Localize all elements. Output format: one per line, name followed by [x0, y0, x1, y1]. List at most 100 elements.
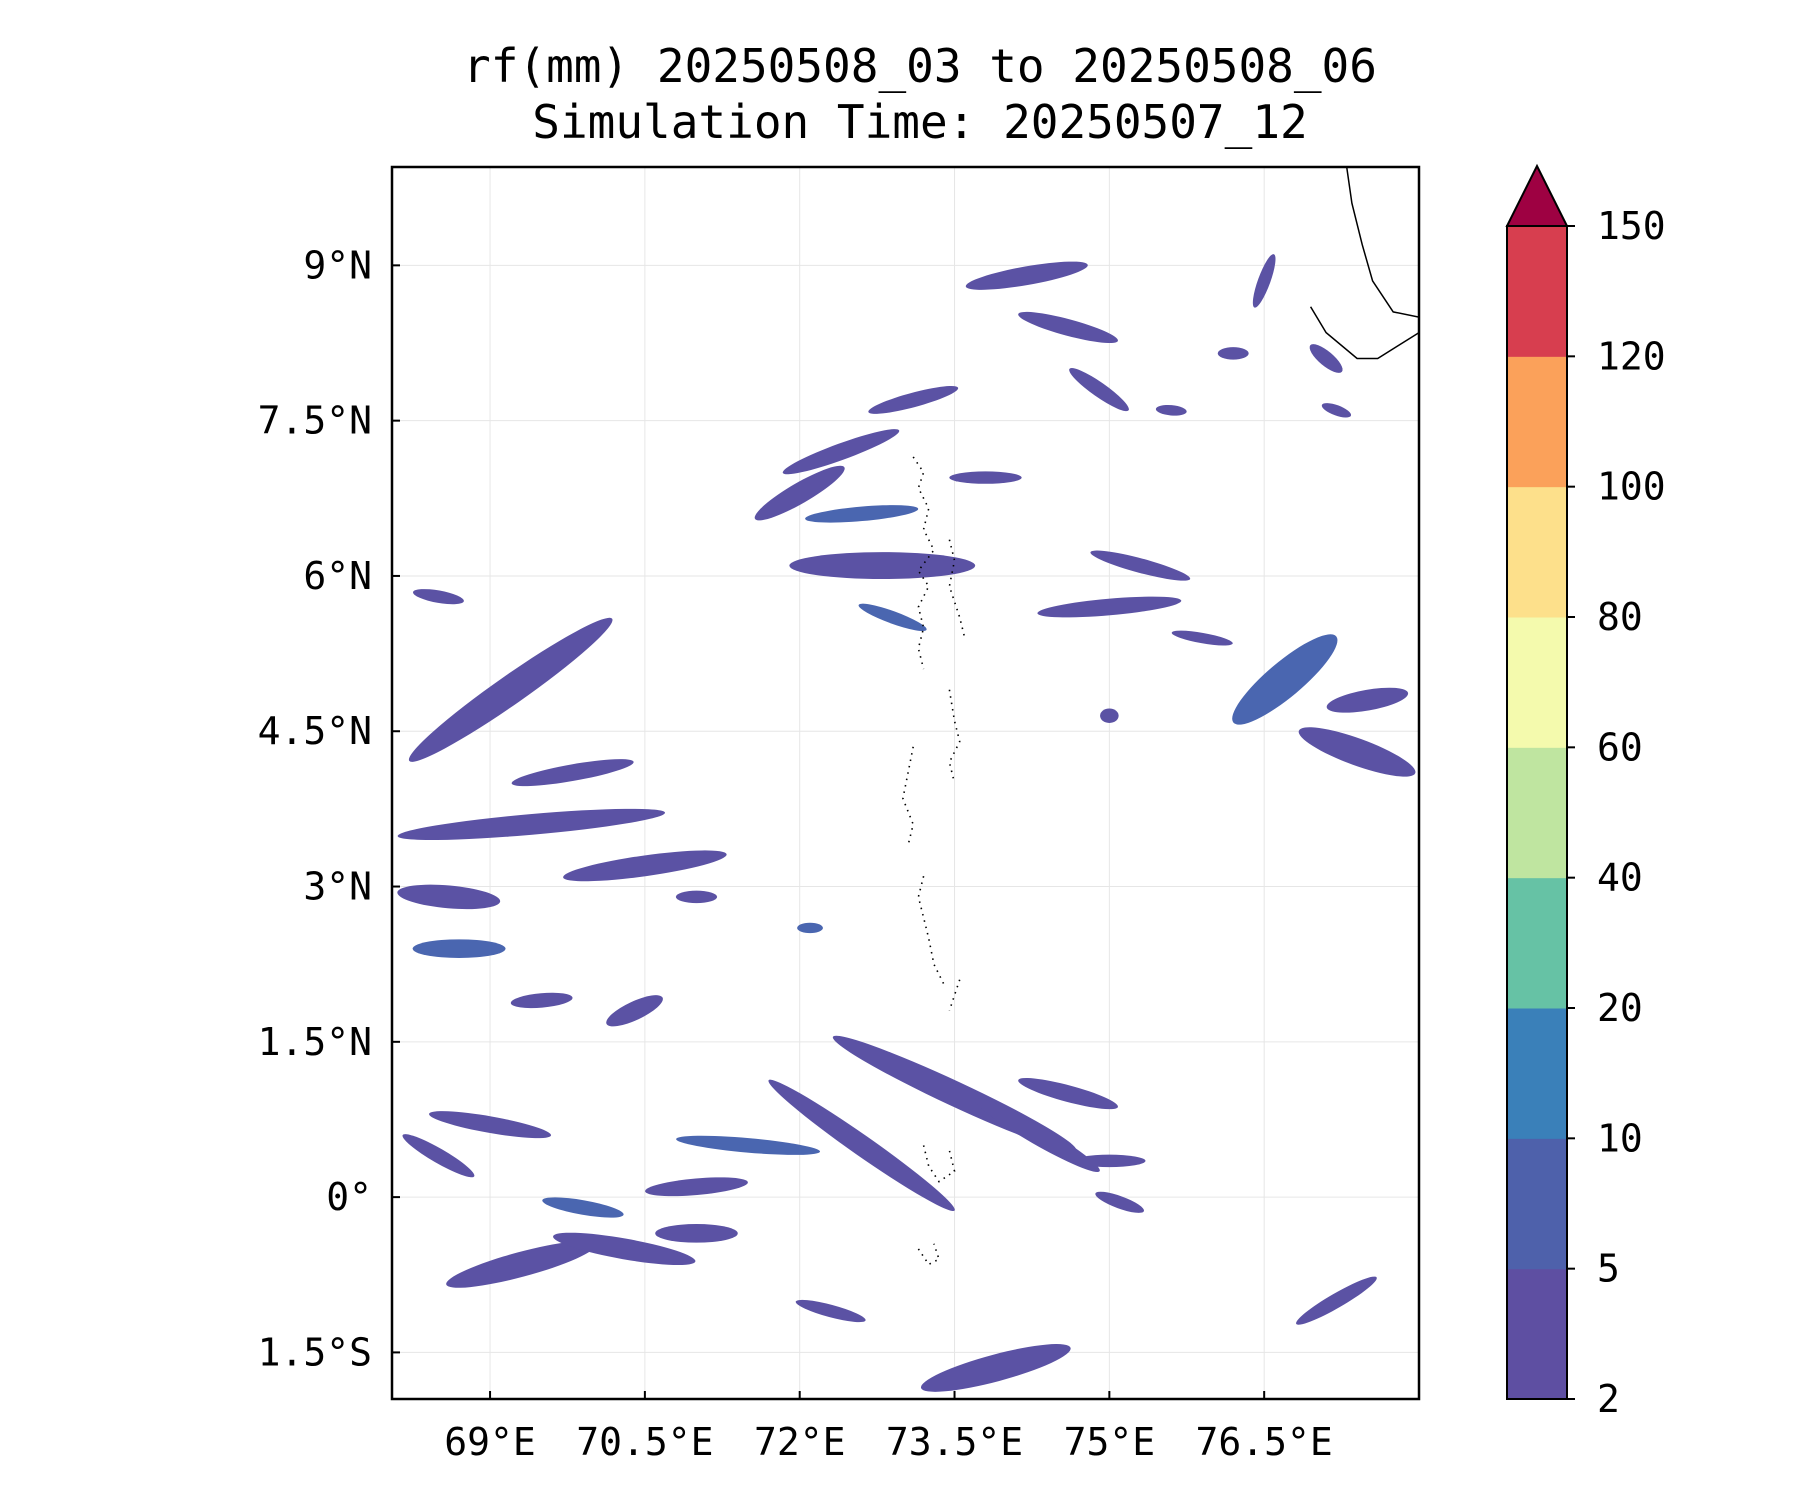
rain-patch	[1296, 1276, 1377, 1325]
colorbar-tick-label: 60	[1597, 725, 1643, 769]
title-line-2: Simulation Time: 20250507_12	[532, 95, 1307, 149]
rain-patch	[1321, 403, 1352, 418]
colorbar-bin	[1507, 486, 1567, 618]
rain-patch	[949, 471, 1022, 484]
atoll-outline	[948, 979, 961, 1012]
atoll-outline	[922, 1145, 956, 1183]
rain-patch	[1326, 687, 1409, 713]
colorbar-tick-label: 2	[1597, 1377, 1620, 1421]
y-tick-label: 7.5°N	[258, 399, 372, 443]
atoll-outline	[912, 456, 935, 670]
colorbar-bins	[1505, 163, 1569, 1400]
rain-patch	[1018, 311, 1118, 344]
colorbar-bin	[1507, 1268, 1567, 1400]
rain-patch	[805, 505, 919, 523]
rain-patch	[795, 1299, 866, 1323]
y-tick-label: 1.5°N	[258, 1020, 372, 1064]
map-panel: 69°E 70.5°E 72°E 73.5°E 75°E 76.5°E 9°N 7.5°N 6…	[258, 165, 1421, 1464]
rain-patch	[1095, 1191, 1145, 1213]
y-tick-label: 9°N	[303, 243, 372, 287]
rain-patch	[510, 992, 573, 1009]
gridlines	[392, 167, 1419, 1399]
atoll-outline	[948, 539, 966, 639]
rain-patch	[645, 1177, 748, 1197]
colorbar-tick-label: 10	[1597, 1116, 1643, 1160]
colorbar-bin	[1507, 617, 1567, 748]
colorbar-labels: 2 5 10 20 40 60 80 100 120 150	[1567, 204, 1666, 1421]
colorbar-bin	[1507, 356, 1567, 488]
y-tick-label: 4.5°N	[258, 709, 372, 753]
colorbar-tick-label: 150	[1597, 204, 1666, 248]
atoll-outline	[902, 746, 915, 846]
colorbar-bin	[1507, 226, 1567, 357]
coastlines	[902, 167, 1419, 1266]
x-tick-label: 76.5°E	[1196, 1420, 1333, 1464]
y-tick-label: 0°	[326, 1175, 372, 1219]
rain-patch	[655, 1224, 738, 1243]
rain-patch	[797, 922, 823, 934]
colorbar-bin	[1507, 1008, 1567, 1139]
rain-patch	[1037, 596, 1182, 618]
rain-patch	[402, 1134, 475, 1178]
rain-patch	[1069, 368, 1129, 412]
rain-patch	[1155, 404, 1187, 416]
rain-patch	[1217, 347, 1249, 360]
rain-patch	[429, 1111, 552, 1139]
colorbar-tick-label: 5	[1597, 1247, 1620, 1291]
colorbar-bin	[1507, 747, 1567, 879]
rain-patch	[920, 1344, 1071, 1392]
rain-patch	[782, 429, 900, 475]
rain-patch	[974, 1097, 1100, 1173]
rain-patch	[1232, 634, 1338, 725]
x-tick-label: 70.5°E	[576, 1420, 713, 1464]
rain-patch	[754, 465, 845, 521]
atoll-outline	[948, 689, 961, 784]
rain-patch	[858, 603, 927, 632]
rain-patch	[676, 1135, 821, 1155]
rain-patch	[868, 386, 959, 414]
x-tick-label: 69°E	[444, 1420, 536, 1464]
colorbar-bin	[1507, 1138, 1567, 1270]
map-background	[392, 167, 1419, 1399]
atoll-outline	[917, 876, 945, 986]
rain-patch	[446, 1241, 596, 1288]
rain-patch	[1073, 1154, 1146, 1168]
colorbar-tick-label: 100	[1597, 465, 1666, 509]
rain-patch	[1252, 254, 1276, 308]
title-line-1: rf(mm) 20250508_03 to 20250508_06	[463, 39, 1377, 93]
rain-patch	[553, 1232, 696, 1266]
rain-patch	[1171, 630, 1233, 646]
rainfall-field	[397, 254, 1416, 1392]
rain-patch	[675, 890, 718, 904]
rain-patch	[1090, 550, 1191, 581]
rain-patch	[511, 759, 634, 787]
x-tick-label: 73.5°E	[886, 1420, 1023, 1464]
colorbar: 2 5 10 20 40 60 80 100 120 150	[1505, 163, 1666, 1421]
rain-patch	[1298, 727, 1416, 777]
colorbar-frame	[1506, 225, 1568, 1400]
colorbar-extend-arrow	[1505, 163, 1569, 227]
x-tick-label: 72°E	[754, 1420, 846, 1464]
colorbar-tick-label: 80	[1597, 595, 1643, 639]
map-frame	[390, 165, 1421, 1401]
rain-patch	[413, 589, 464, 605]
rain-patch	[542, 1197, 624, 1218]
rain-patch	[408, 617, 613, 762]
y-tick-label: 1.5°S	[258, 1330, 372, 1374]
rain-patch	[768, 1079, 955, 1212]
rain-patch	[1100, 708, 1119, 723]
colorbar-tick-label: 40	[1597, 856, 1643, 900]
rain-patch	[606, 995, 663, 1027]
rain-patch	[397, 808, 666, 841]
india-coastline	[1309, 167, 1419, 360]
y-axis-ticks: 9°N 7.5°N 6°N 4.5°N 3°N 1.5°N 0° 1.5°S	[258, 243, 400, 1374]
rain-patch	[397, 884, 501, 910]
x-axis-ticks: 69°E 70.5°E 72°E 73.5°E 75°E 76.5°E	[444, 1391, 1333, 1464]
rain-patch	[789, 552, 976, 580]
rain-patch	[412, 939, 506, 958]
y-tick-label: 6°N	[303, 554, 372, 598]
y-tick-label: 3°N	[303, 865, 372, 909]
rain-patch	[563, 850, 727, 882]
colorbar-tick-label: 20	[1597, 986, 1643, 1030]
